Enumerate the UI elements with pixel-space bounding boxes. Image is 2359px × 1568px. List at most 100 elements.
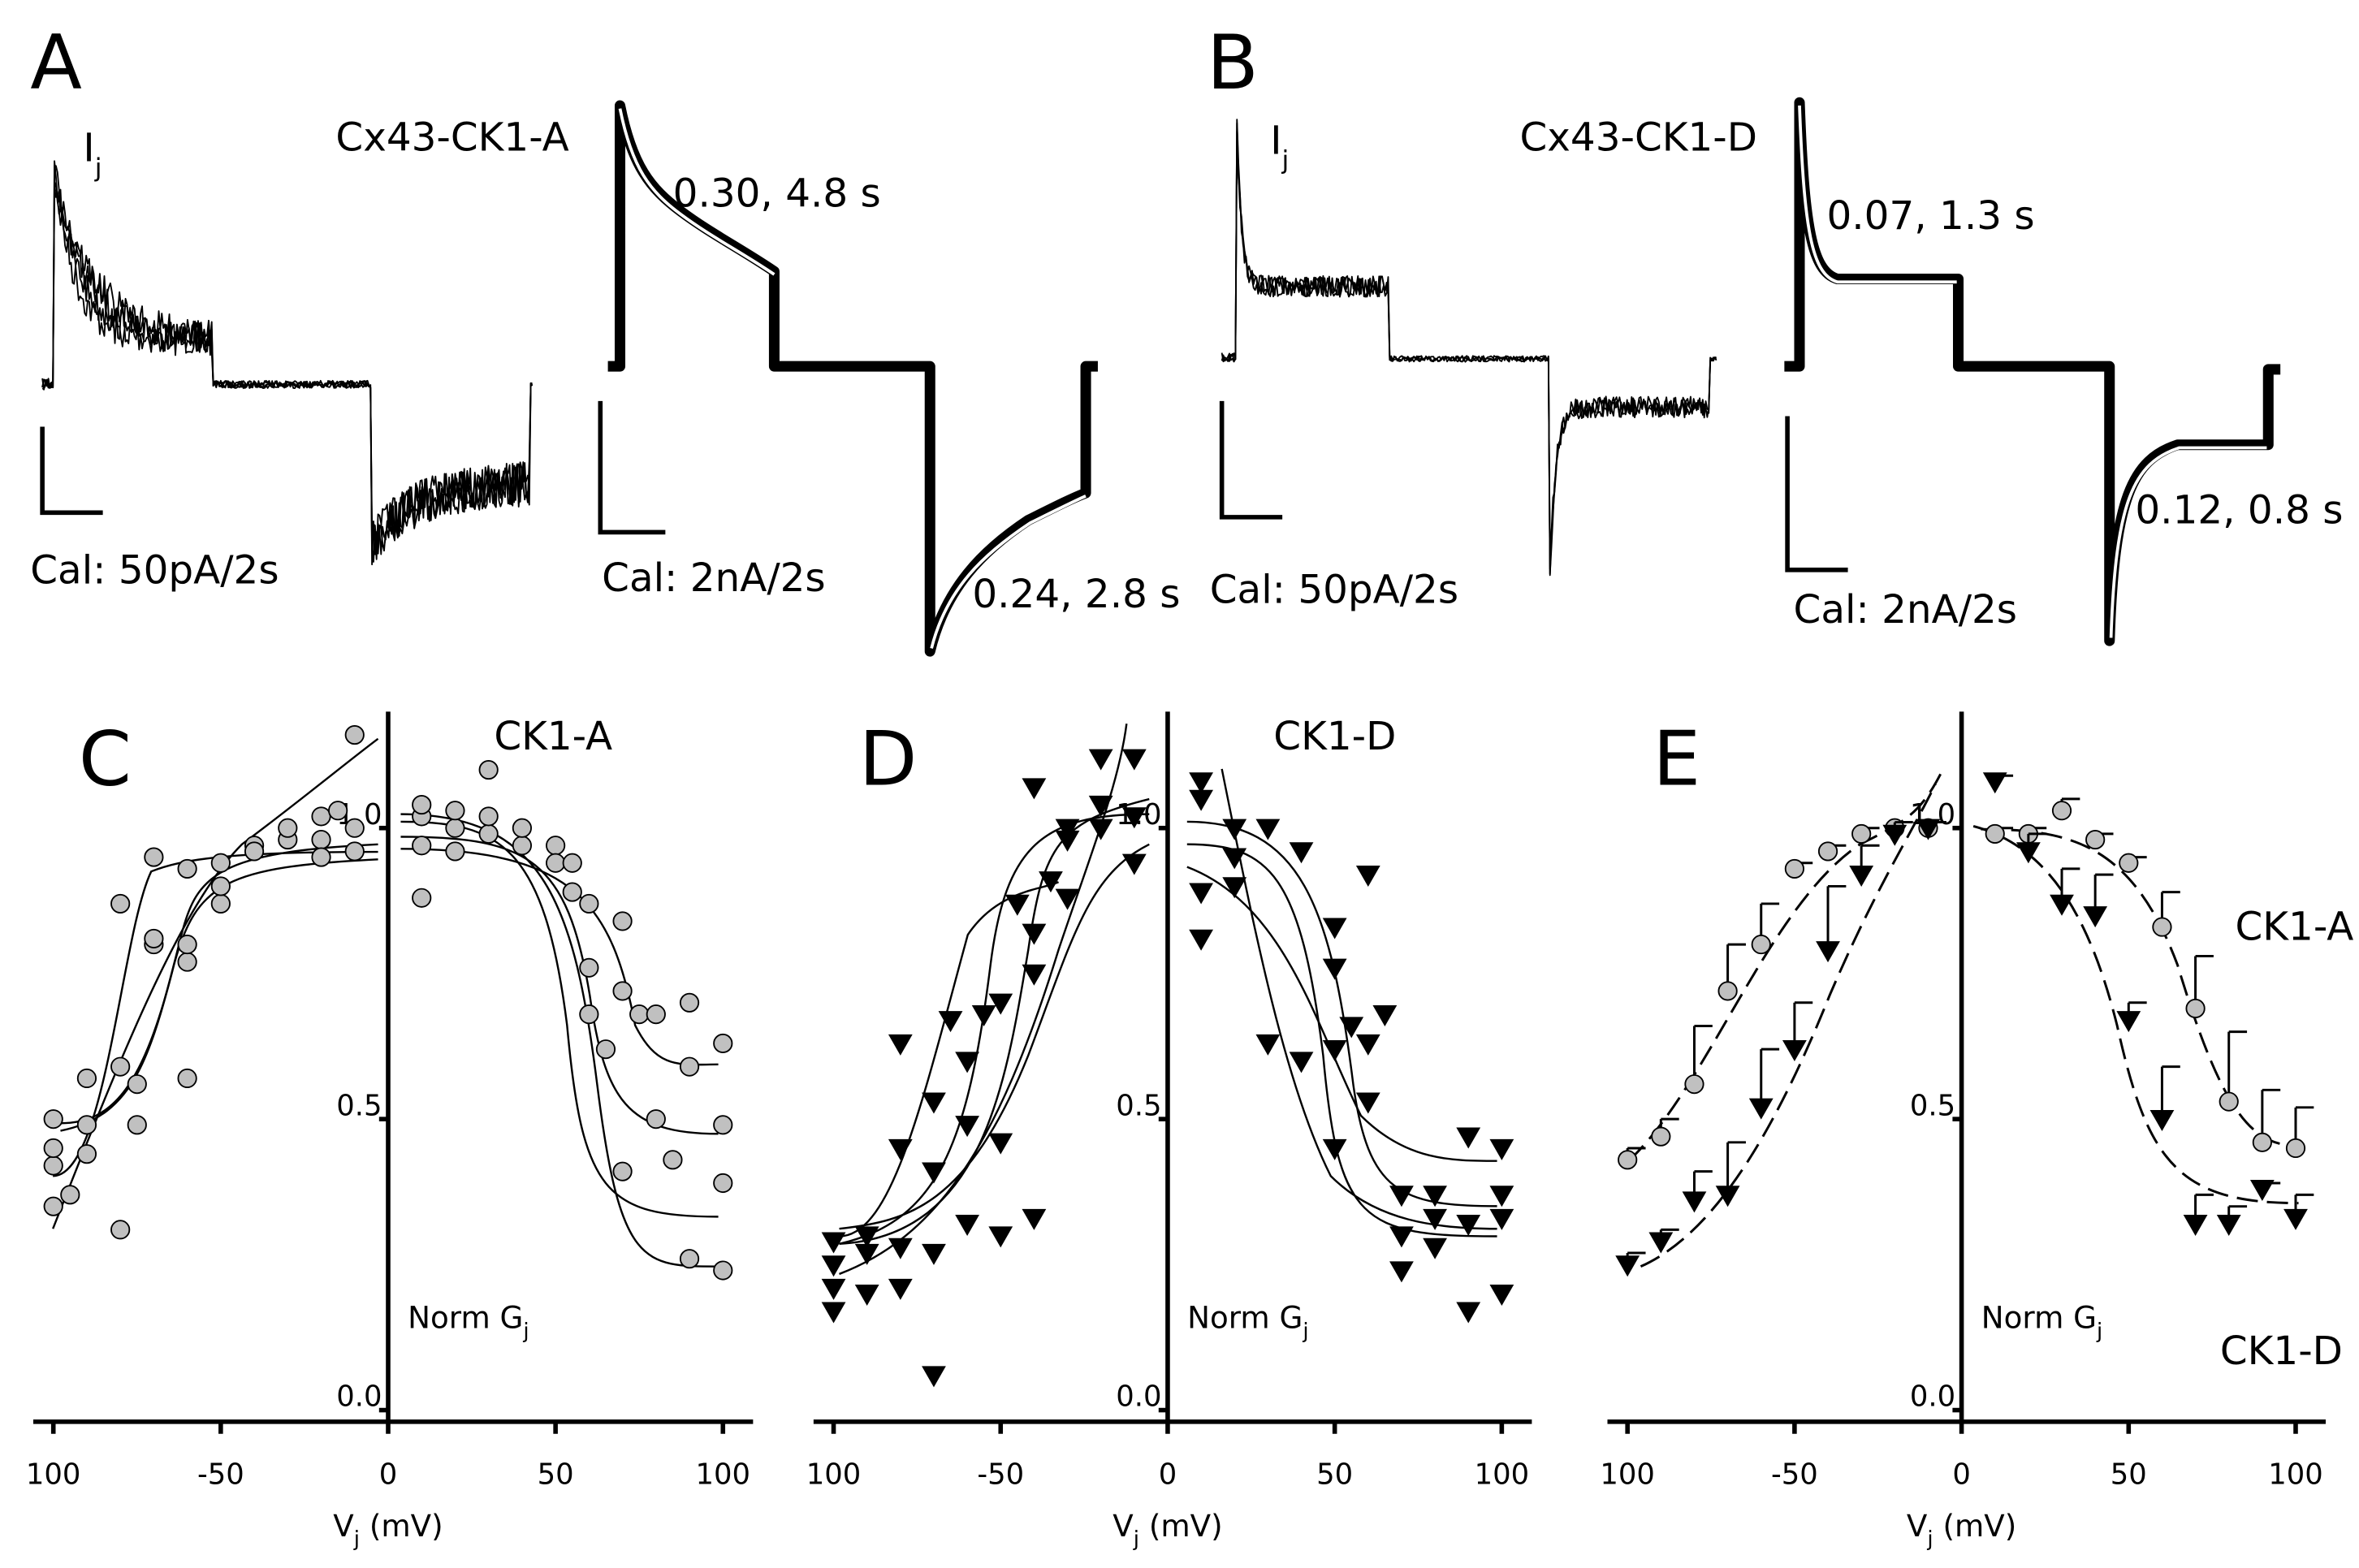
data-point — [76, 1068, 97, 1089]
label-main: I — [1270, 118, 1281, 163]
construct-label: Cx43-CK1-D — [1519, 115, 1757, 161]
data-point — [646, 1004, 666, 1025]
data-point — [713, 1260, 733, 1281]
data-point — [1715, 1186, 1740, 1207]
data-point — [546, 836, 566, 856]
data-point — [888, 1278, 913, 1300]
data-point — [1355, 865, 1380, 887]
data-point — [328, 801, 348, 821]
label-main: V — [333, 1507, 354, 1543]
data-point — [1682, 1191, 1707, 1213]
calibration-label: Cal: 50pA/2s — [1210, 568, 1458, 613]
data-point — [478, 759, 499, 780]
data-point — [971, 1004, 996, 1026]
data-point — [110, 1220, 131, 1240]
data-point — [1651, 1126, 1671, 1147]
data-point — [1615, 1255, 1640, 1277]
data-point — [1189, 929, 1213, 951]
data-point — [1751, 935, 1771, 955]
data-point — [478, 823, 499, 844]
data-point — [579, 893, 599, 914]
data-point — [888, 1034, 913, 1056]
raw-traces — [41, 119, 1717, 577]
data-point — [2216, 1215, 2241, 1237]
data-point — [1121, 853, 1147, 875]
data-point — [612, 1161, 633, 1181]
data-point — [1456, 1302, 1481, 1324]
data-point — [76, 1144, 97, 1164]
x-axis-label: Vj (mV) — [333, 1507, 443, 1551]
data-point — [546, 853, 566, 873]
data-point — [2050, 894, 2074, 916]
fit-label: 0.12, 0.8 s — [2135, 487, 2343, 533]
label-main: I — [83, 126, 94, 171]
data-point — [1372, 1004, 1398, 1026]
data-point — [177, 952, 197, 972]
data-point — [713, 1033, 733, 1054]
panel-letter: D — [859, 715, 918, 803]
data-point — [1339, 1017, 1364, 1039]
panel-letter: B — [1207, 19, 1259, 106]
scale-bar — [40, 426, 103, 516]
data-point — [1322, 1039, 1347, 1061]
data-point — [1189, 789, 1213, 811]
current-trace — [607, 100, 1098, 657]
data-point — [1289, 1052, 1314, 1073]
label-rest: (mV) — [1933, 1507, 2017, 1543]
data-point — [663, 1150, 683, 1170]
data-point — [412, 794, 432, 815]
data-point — [1985, 823, 2005, 844]
data-point — [1255, 819, 1281, 840]
data-point — [127, 1074, 147, 1095]
x-tick-label: -50 — [977, 1458, 1024, 1492]
data-point — [244, 841, 265, 862]
label-sub: j — [522, 1319, 529, 1343]
data-point — [478, 806, 499, 827]
fit-label: 0.30, 4.8 s — [673, 171, 881, 216]
x-tick-label: 0 — [379, 1458, 398, 1492]
label-sub: j — [1281, 146, 1290, 175]
chart-title: CK1-D — [1273, 714, 1396, 759]
x-tick-label: 0 — [1952, 1458, 1971, 1492]
y-tick-label: 0.0 — [336, 1380, 382, 1414]
data-point — [988, 1226, 1013, 1248]
error-bar — [1826, 884, 1847, 951]
data-point — [1355, 1092, 1380, 1114]
data-point — [445, 801, 465, 821]
data-point — [1022, 923, 1047, 945]
data-point — [1222, 848, 1247, 870]
data-point — [1355, 1034, 1380, 1056]
data-point — [177, 1068, 197, 1089]
data-point — [2051, 801, 2072, 821]
data-point — [127, 1115, 147, 1135]
data-point — [1121, 807, 1147, 829]
data-point — [612, 981, 633, 1001]
x-tick-label: 100 — [696, 1458, 751, 1492]
data-point — [1489, 1285, 1514, 1307]
data-point — [1456, 1215, 1481, 1237]
y-tick-label: 0.0 — [1116, 1380, 1161, 1414]
data-point — [2149, 1110, 2175, 1132]
data-point — [1748, 1098, 1774, 1120]
data-point — [144, 928, 164, 949]
data-point — [2183, 1215, 2208, 1237]
data-point — [1882, 824, 1908, 846]
data-point — [713, 1115, 733, 1135]
data-point — [955, 1052, 979, 1073]
data-point — [210, 876, 231, 896]
data-point — [629, 1004, 650, 1025]
label-sub: j — [2096, 1319, 2102, 1343]
data-point — [562, 853, 582, 873]
data-point — [821, 1255, 846, 1277]
data-point — [922, 1366, 946, 1388]
data-point — [1849, 865, 1874, 887]
data-point — [1088, 749, 1113, 771]
data-point — [612, 911, 633, 931]
data-point — [1255, 1034, 1281, 1056]
data-point — [1423, 1208, 1447, 1230]
raw-trace — [41, 187, 533, 555]
x-tick-label: 100 — [26, 1458, 81, 1492]
x-tick-label: 100 — [806, 1458, 862, 1492]
data-point — [595, 1039, 616, 1060]
data-point — [1289, 842, 1314, 864]
